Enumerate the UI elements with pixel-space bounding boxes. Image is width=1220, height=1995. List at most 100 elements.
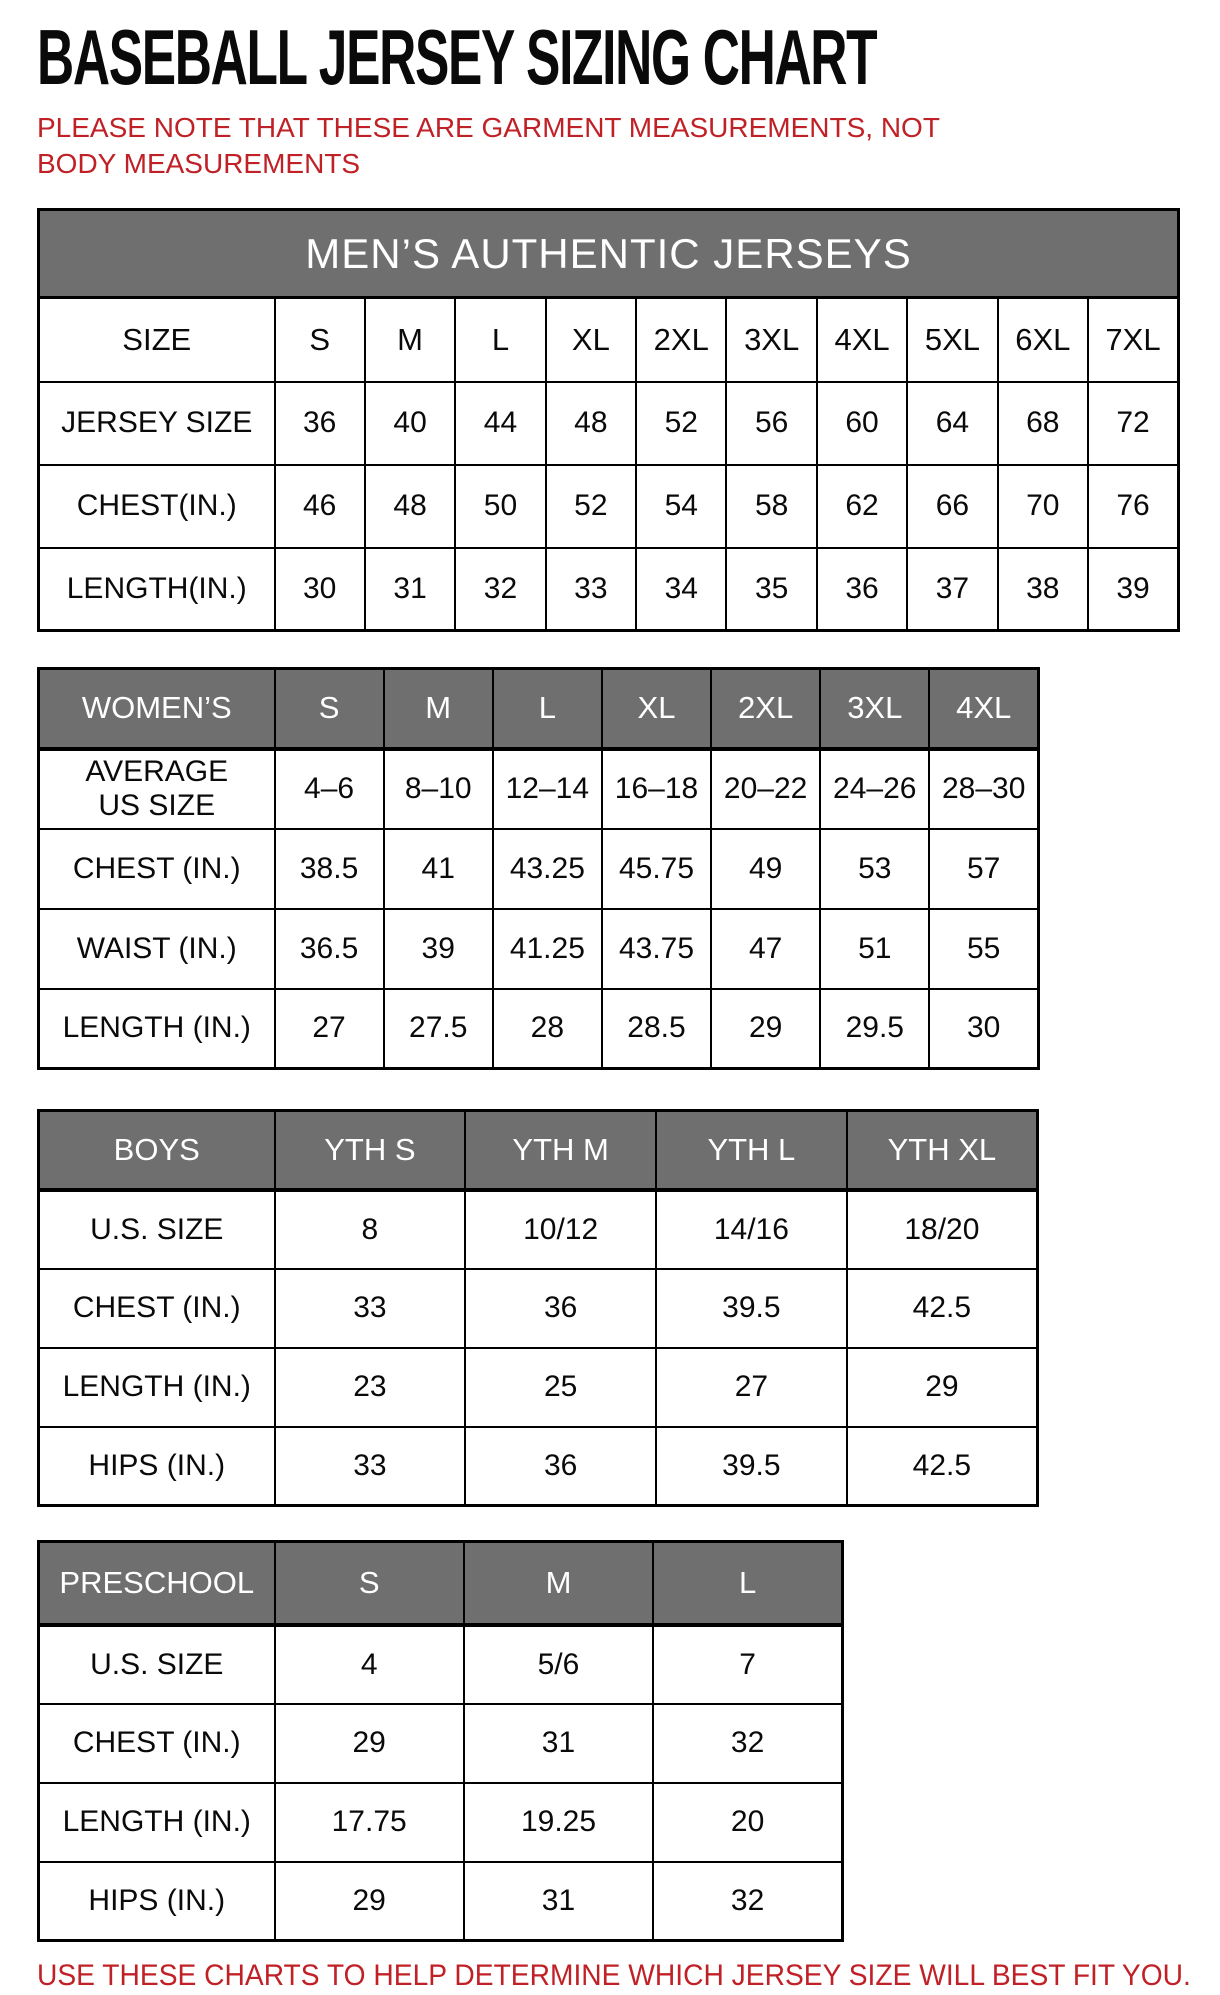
mens-authentic-jerseys-cell: 48 <box>544 380 638 466</box>
mens-authentic-jerseys-cell: 36 <box>815 546 909 632</box>
boys-cell: 42.5 <box>845 1267 1039 1349</box>
mens-authentic-jerseys-corner-label: SIZE <box>37 296 276 383</box>
boys-cell: 25 <box>464 1346 657 1428</box>
footer-note: USE THESE CHARTS TO HELP DETERMINE WHICH… <box>37 1959 1191 1992</box>
mens-authentic-jerseys-cell: 64 <box>906 380 999 466</box>
mens-authentic-jerseys-cell: 38 <box>996 546 1090 632</box>
mens-authentic-jerseys-cell: 66 <box>906 463 999 549</box>
preschool-cell: 5/6 <box>462 1623 655 1705</box>
womens-cell: 41 <box>382 827 494 910</box>
mens-authentic-jerseys-cell: 52 <box>635 380 728 466</box>
womens-col-header: S <box>273 667 385 751</box>
boys-cell: 29 <box>845 1346 1039 1428</box>
mens-authentic-jerseys-col-header: 2XL <box>635 296 728 383</box>
womens-cell: 27.5 <box>382 987 494 1070</box>
womens-row-label: CHEST (IN.) <box>37 827 276 910</box>
mens-authentic-jerseys-cell: 37 <box>906 546 999 632</box>
mens-authentic-jerseys-cell: 32 <box>454 546 547 632</box>
womens-data-row: AVERAGE US SIZE 4–6 8–10 12–14 16–18 20–22 24–2… <box>37 747 1040 830</box>
mens-authentic-jerseys-cell: 76 <box>1087 463 1180 549</box>
mens-authentic-jerseys-cell: 58 <box>725 463 818 549</box>
womens-cell: 43.25 <box>491 827 603 910</box>
preschool-data-row: HIPS (IN.) 29 31 32 <box>37 1860 844 1942</box>
mens-authentic-jerseys-row-label: JERSEY SIZE <box>37 380 276 466</box>
boys-table: BOYS YTH S YTH M YTH L YTH XL U.S. SIZE 8 10/12… <box>37 1109 1183 1507</box>
boys-col-header: YTH M <box>464 1109 657 1192</box>
boys-cell: 18/20 <box>845 1188 1039 1270</box>
mens-authentic-jerseys-col-header: XL <box>544 296 638 383</box>
mens-authentic-jerseys-cell: 46 <box>273 463 366 549</box>
preschool-cell: 29 <box>273 1860 465 1942</box>
preschool-cell: 7 <box>652 1623 844 1705</box>
preschool-data-row: CHEST (IN.) 29 31 32 <box>37 1702 844 1784</box>
preschool-cell: 19.25 <box>462 1781 655 1863</box>
mens-authentic-jerseys-col-header: 3XL <box>725 296 818 383</box>
mens-authentic-jerseys-cell: 40 <box>363 380 457 466</box>
page-title: BASEBALL JERSEY SIZING CHART <box>37 13 878 101</box>
mens-authentic-jerseys-col-header: M <box>363 296 457 383</box>
boys-row-label: CHEST (IN.) <box>37 1267 276 1349</box>
garment-measurements-note: PLEASE NOTE THAT THESE ARE GARMENT MEASU… <box>37 112 940 179</box>
preschool-corner-label: PRESCHOOL <box>37 1540 276 1627</box>
boys-col-header: YTH XL <box>845 1109 1039 1192</box>
womens-col-header: 3XL <box>819 667 931 751</box>
womens-cell: 43.75 <box>600 907 713 990</box>
mens-authentic-jerseys-cell: 52 <box>544 463 638 549</box>
preschool-col-header: S <box>273 1540 465 1627</box>
womens-cell: 12–14 <box>491 747 603 830</box>
boys-data-row: HIPS (IN.) 33 36 39.5 42.5 <box>37 1425 1039 1507</box>
preschool-row-label: CHEST (IN.) <box>37 1702 276 1784</box>
womens-grid: WOMEN’S S M L XL 2XL 3XL 4XL AVERAGE US SIZE 4–6 8–… <box>37 667 1040 1070</box>
womens-cell: 36.5 <box>273 907 385 990</box>
womens-row-label: LENGTH (IN.) <box>37 987 276 1070</box>
preschool-col-header: M <box>462 1540 655 1627</box>
preschool-cell: 4 <box>273 1623 465 1705</box>
preschool-cell: 31 <box>462 1702 655 1784</box>
mens-authentic-jerseys-cell: 54 <box>635 463 728 549</box>
preschool-cell: 20 <box>652 1781 844 1863</box>
womens-cell: 29 <box>710 987 822 1070</box>
mens-authentic-jerseys-cell: 60 <box>815 380 909 466</box>
womens-cell: 38.5 <box>273 827 385 910</box>
womens-table: WOMEN’S S M L XL 2XL 3XL 4XL AVERAGE US SIZE 4–6 8–… <box>37 667 1183 1070</box>
boys-cell: 23 <box>273 1346 467 1428</box>
womens-cell: 28 <box>491 987 603 1070</box>
boys-corner-label: BOYS <box>37 1109 276 1192</box>
mens-authentic-jerseys-cell: 68 <box>996 380 1090 466</box>
womens-cell: 55 <box>928 907 1040 990</box>
womens-cell: 57 <box>928 827 1040 910</box>
womens-col-header: L <box>491 667 603 751</box>
mens-authentic-jerseys-cell: 56 <box>725 380 818 466</box>
boys-data-row: U.S. SIZE 8 10/12 14/16 18/20 <box>37 1188 1039 1270</box>
mens-authentic-jerseys-cell: 62 <box>815 463 909 549</box>
womens-cell: 28.5 <box>600 987 713 1070</box>
boys-data-row: CHEST (IN.) 33 36 39.5 42.5 <box>37 1267 1039 1349</box>
boys-cell: 39.5 <box>655 1267 848 1349</box>
womens-cell: 20–22 <box>710 747 822 830</box>
preschool-cell: 32 <box>652 1702 844 1784</box>
womens-cell: 39 <box>382 907 494 990</box>
boys-col-header: YTH S <box>273 1109 467 1192</box>
boys-header-row: BOYS YTH S YTH M YTH L YTH XL <box>37 1109 1039 1192</box>
preschool-row-label: HIPS (IN.) <box>37 1860 276 1942</box>
womens-corner-label: WOMEN’S <box>37 667 276 751</box>
mens-authentic-jerseys-col-header: 4XL <box>815 296 909 383</box>
mens-authentic-jerseys-cell: 31 <box>363 546 457 632</box>
boys-row-label: HIPS (IN.) <box>37 1425 276 1507</box>
preschool-row-label: U.S. SIZE <box>37 1623 276 1705</box>
mens-authentic-jerseys-banner-row: MEN’S AUTHENTIC JERSEYS <box>37 208 1180 299</box>
womens-cell: 49 <box>710 827 822 910</box>
boys-row-label: LENGTH (IN.) <box>37 1346 276 1428</box>
womens-cell: 27 <box>273 987 385 1070</box>
womens-cell: 30 <box>928 987 1040 1070</box>
boys-cell: 33 <box>273 1267 467 1349</box>
boys-grid: BOYS YTH S YTH M YTH L YTH XL U.S. SIZE 8 10/12… <box>37 1109 1039 1507</box>
preschool-cell: 32 <box>652 1860 844 1942</box>
mens-authentic-jerseys-col-header: 5XL <box>906 296 999 383</box>
mens-authentic-jerseys-data-row: JERSEY SIZE 36 40 44 48 52 56 60 64 68 72 <box>37 380 1180 466</box>
preschool-cell: 31 <box>462 1860 655 1942</box>
mens-authentic-jerseys-header-row: SIZE S M L XL 2XL 3XL 4XL 5XL 6XL 7XL <box>37 296 1180 383</box>
womens-col-header: M <box>382 667 494 751</box>
boys-cell: 27 <box>655 1346 848 1428</box>
